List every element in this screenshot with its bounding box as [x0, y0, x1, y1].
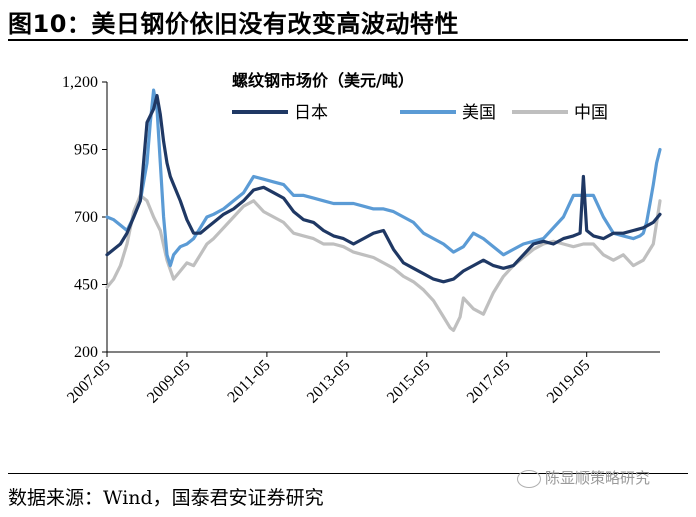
series-line-3	[105, 193, 662, 332]
figure-title: 图10：美日钢价依旧没有改变高波动特性	[8, 10, 459, 38]
data-source: 数据来源：Wind，国泰君安证券研究	[8, 487, 324, 509]
legend-label-2: 美国	[462, 103, 496, 123]
series-line-1	[105, 93, 662, 284]
wechat-icon	[517, 469, 541, 488]
footer-divider	[8, 473, 688, 474]
x-tick-label: 2015-05	[384, 357, 434, 407]
watermark: 陈显顺策略研究	[517, 467, 650, 488]
legend-title: 螺纹钢市场价（美元/吨）	[232, 71, 414, 90]
y-tick-label: 1,200	[62, 74, 98, 91]
watermark-text: 陈显顺策略研究	[545, 469, 651, 487]
x-tick-label: 2013-05	[304, 357, 354, 407]
y-tick-label: 450	[74, 277, 98, 294]
y-tick-label: 700	[74, 209, 98, 226]
x-tick-label: 2017-05	[464, 357, 514, 407]
x-tick-label: 2011-05	[224, 357, 273, 406]
title-divider	[8, 39, 688, 41]
x-tick-label: 2009-05	[144, 357, 194, 407]
x-tick-label: 2019-05	[544, 357, 594, 407]
legend-label-1: 日本	[294, 103, 328, 123]
y-tick-label: 950	[74, 142, 98, 159]
legend-label-3: 中国	[574, 103, 608, 123]
y-tick-label: 200	[74, 344, 98, 361]
series-line-2	[105, 88, 662, 268]
x-tick-label: 2007-05	[64, 357, 114, 407]
